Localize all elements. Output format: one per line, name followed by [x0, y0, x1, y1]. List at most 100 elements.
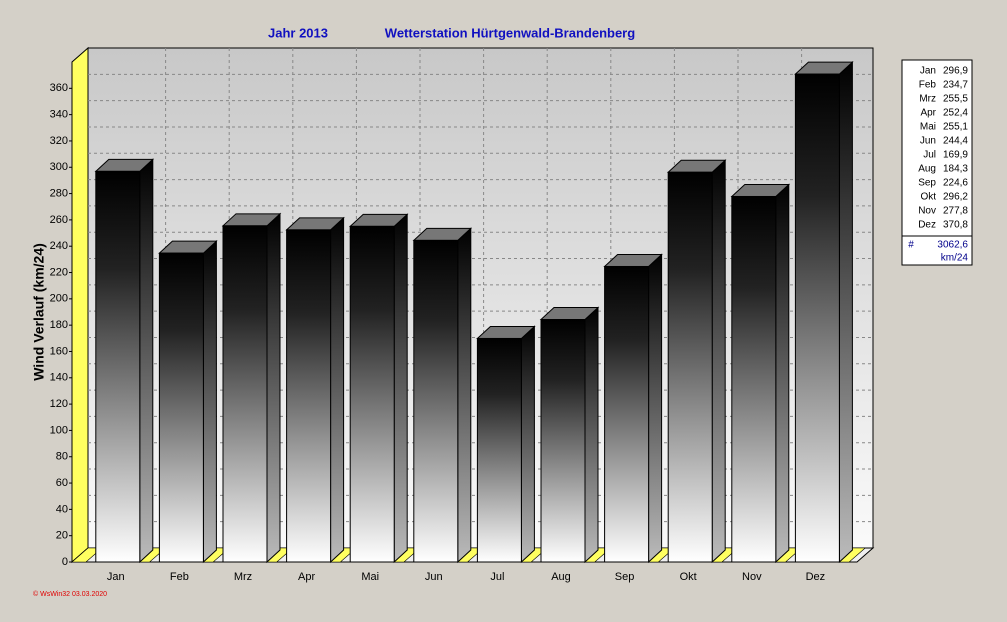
x-tick-label: Sep — [615, 571, 635, 583]
legend: # 3062,6 km/24 Jan 296,9 Feb 234,7 Mrz 255,5 A… — [901, 59, 973, 266]
x-tick-label: Apr — [298, 571, 315, 583]
bar-front — [413, 239, 459, 563]
legend-label: Sep — [918, 178, 936, 189]
legend-label: Nov — [918, 206, 936, 217]
footer: © WsWin32 03.03.2020 — [33, 590, 107, 598]
y-tick-label: 280 — [50, 187, 68, 199]
bar-side — [838, 60, 853, 564]
bar — [348, 213, 409, 564]
legend-label: Mrz — [919, 94, 936, 105]
legend-value: 244,4 — [943, 136, 968, 147]
x-tick-label: Okt — [680, 571, 697, 583]
bar — [412, 227, 473, 564]
y-tick-label: 40 — [56, 503, 68, 515]
bar-front — [222, 225, 268, 563]
y-tick-label: 360 — [50, 82, 68, 94]
y-tick-label: 320 — [50, 135, 68, 147]
legend-value: 169,9 — [943, 150, 968, 161]
legend-label: Feb — [919, 80, 937, 91]
bar-side — [139, 158, 154, 564]
side-wall — [71, 46, 89, 564]
summary-unit: km/24 — [941, 253, 969, 264]
legend-label: Mai — [920, 122, 936, 133]
legend-label: Jun — [920, 136, 936, 147]
bar — [221, 212, 282, 564]
y-tick-label: 0 — [62, 556, 68, 568]
legend-value: 296,9 — [943, 66, 968, 77]
y-tick-label: 20 — [56, 530, 68, 542]
bar-side — [457, 227, 472, 564]
legend-value: 184,3 — [943, 164, 968, 175]
bar-front — [349, 225, 395, 563]
y-tick-label: 260 — [50, 214, 68, 226]
bar — [539, 306, 600, 564]
x-tick-label: Jul — [490, 571, 504, 583]
legend-label: Apr — [920, 108, 936, 119]
x-tick-label: Mrz — [234, 571, 252, 583]
legend-value: 370,8 — [943, 220, 968, 231]
x-tick-label: Dez — [806, 571, 826, 583]
y-tick-label: 140 — [50, 372, 68, 384]
bar-side — [584, 306, 599, 564]
legend-value: 277,8 — [943, 206, 968, 217]
x-tick-label: Mai — [361, 571, 379, 583]
bar-side — [648, 253, 663, 564]
x-tick-label: Jan — [107, 571, 125, 583]
bar-front — [158, 252, 204, 563]
y-tick-label: 240 — [50, 240, 68, 252]
x-tick-label: Aug — [551, 571, 571, 583]
legend-label: Aug — [918, 164, 936, 175]
legend-label: Okt — [920, 192, 936, 203]
bar-front — [794, 73, 840, 563]
chart-title: Jahr 2013 — [268, 25, 328, 40]
y-tick-label: 100 — [50, 424, 68, 436]
bar-front — [731, 195, 777, 563]
y-tick-label: 200 — [50, 293, 68, 305]
bar-front — [286, 229, 332, 563]
legend-value: 224,6 — [943, 178, 968, 189]
bar-front — [604, 265, 650, 563]
bar-front — [95, 170, 141, 563]
bar-front — [540, 319, 586, 563]
legend-label: Jul — [923, 150, 936, 161]
x-tick-label: Nov — [742, 571, 762, 583]
y-tick-label: 300 — [50, 161, 68, 173]
y-tick-label: 60 — [56, 477, 68, 489]
bar-side — [266, 212, 281, 564]
bar — [285, 216, 345, 564]
y-tick-label: 80 — [56, 451, 68, 463]
legend-value: 252,4 — [943, 108, 968, 119]
summary-symbol: # — [908, 240, 914, 251]
bar-front — [476, 337, 522, 563]
legend-value: 255,1 — [943, 122, 968, 133]
bar-side — [775, 183, 790, 564]
bar — [603, 253, 663, 564]
bar-side — [711, 159, 726, 564]
y-tick-label: 340 — [50, 109, 68, 121]
y-tick-label: 220 — [50, 266, 68, 278]
y-tick-label: 120 — [50, 398, 68, 410]
bar-side — [202, 240, 217, 564]
bar-side — [520, 325, 535, 564]
y-axis-label: Wind Verlauf (km/24) — [31, 243, 47, 381]
bar — [94, 158, 155, 564]
x-tick-label: Jun — [425, 571, 443, 583]
bar-side — [330, 216, 345, 564]
y-tick-label: 180 — [50, 319, 68, 331]
legend-value: 296,2 — [943, 192, 968, 203]
bar — [476, 325, 536, 564]
bar-side — [393, 213, 408, 564]
legend-label: Dez — [918, 220, 936, 231]
legend-label: Jan — [920, 66, 936, 77]
bar — [730, 183, 791, 564]
summary-total: 3062,6 — [937, 240, 968, 251]
legend-value: 255,5 — [943, 94, 968, 105]
bar — [158, 240, 218, 564]
bar — [666, 159, 727, 564]
legend-value: 234,7 — [943, 80, 968, 91]
chart-subtitle: Wetterstation Hürtgenwald-Brandenberg — [385, 25, 635, 40]
bar — [794, 60, 854, 564]
y-tick-label: 160 — [50, 345, 68, 357]
x-tick-label: Feb — [170, 571, 189, 583]
